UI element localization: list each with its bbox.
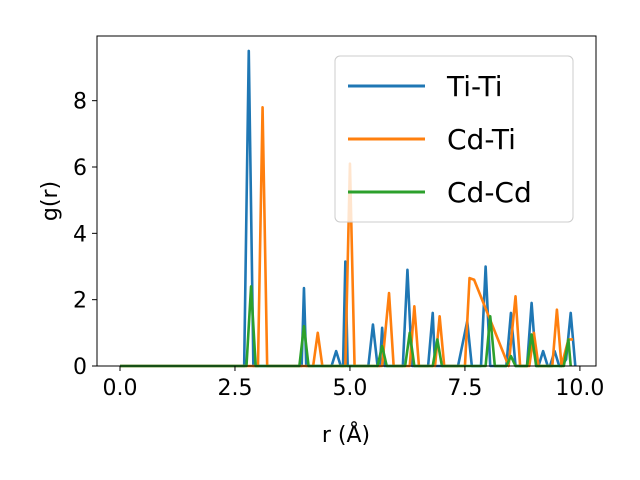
x-tick-label: 0.0 bbox=[102, 376, 137, 401]
plot-frame bbox=[96, 35, 597, 367]
series-line-ti-ti bbox=[120, 49, 577, 368]
x-axis-label: r (Å) bbox=[322, 421, 370, 448]
y-axis: 0 2 4 6 8 bbox=[73, 90, 97, 380]
x-tick-label: 2.5 bbox=[217, 376, 252, 401]
y-axis-label: g(r) bbox=[38, 181, 63, 221]
legend-box bbox=[334, 55, 574, 223]
x-tick-label: 5.0 bbox=[332, 376, 367, 401]
series-line-cd-cd bbox=[120, 285, 573, 368]
x-axis: 0.0 2.5 5.0 7.5 10.0 bbox=[102, 366, 604, 401]
legend-label-ti-ti: Ti-Ti bbox=[446, 70, 503, 103]
legend-label-cd-cd: Cd-Cd bbox=[447, 176, 532, 209]
y-tick-label: 6 bbox=[73, 156, 87, 181]
y-tick-label: 2 bbox=[73, 289, 87, 314]
legend-label-cd-ti: Cd-Ti bbox=[447, 123, 516, 156]
x-tick-label: 7.5 bbox=[447, 376, 482, 401]
legend: Ti-Ti Cd-Ti Cd-Cd bbox=[334, 55, 574, 223]
y-tick-label: 0 bbox=[73, 355, 87, 380]
y-tick-label: 4 bbox=[73, 222, 87, 247]
x-tick-label: 10.0 bbox=[555, 376, 604, 401]
y-tick-label: 8 bbox=[73, 90, 87, 115]
